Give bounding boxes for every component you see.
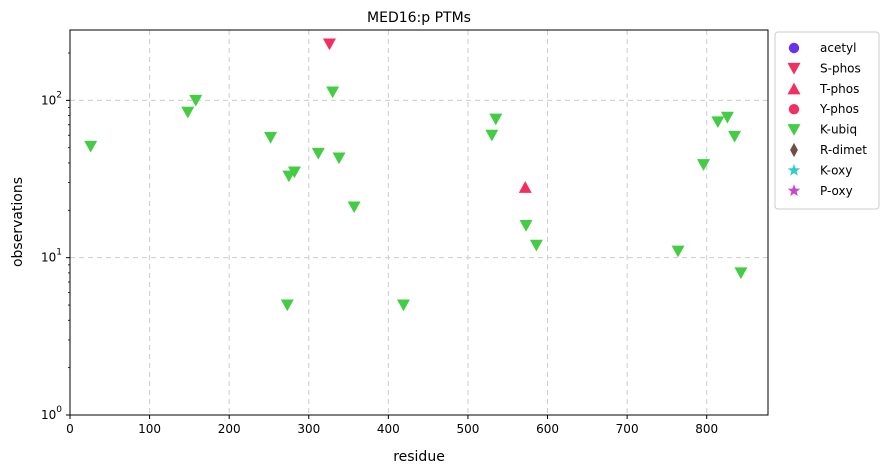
legend-marker-k-ubiq [787, 124, 801, 136]
x-tick-label: 0 [66, 422, 74, 436]
x-tick-label: 600 [536, 422, 559, 436]
legend-marker-p-oxy [787, 184, 801, 197]
y-axis-label: observations [10, 177, 26, 267]
x-axis-label: residue [393, 449, 445, 465]
chart-title: MED16:p PTMs [367, 10, 471, 26]
legend-marker-t-phos [787, 82, 801, 95]
legend-marker-r-dimet [790, 142, 798, 158]
legend-marker-k-oxy [787, 163, 801, 176]
data-point-k-ubiq [671, 245, 685, 258]
data-point-k-ubiq [181, 106, 195, 119]
y-tick-label: 102 [41, 90, 62, 107]
grid-lines [70, 30, 768, 415]
legend-label: K-oxy [820, 163, 852, 177]
legend: acetyl S-phos T-phos Y-phos K-ubiq R-dimet K-o… [774, 31, 880, 210]
legend-label: acetyl [820, 41, 856, 55]
x-axis-ticks: 0 100 200 300 400 500 600 700 800 [66, 415, 718, 436]
data-point-k-ubiq [326, 86, 340, 99]
legend-frame [774, 31, 880, 210]
legend-marker-s-phos [787, 62, 801, 75]
legend-label: R-dimet [820, 143, 867, 157]
legend-label: Y-phos [819, 102, 859, 116]
data-point-t-phos [518, 181, 532, 193]
data-point-k-ubiq [189, 94, 203, 107]
x-tick-label: 100 [138, 422, 161, 436]
data-point-k-ubiq [287, 166, 301, 179]
x-tick-label: 500 [456, 422, 479, 436]
data-point-k-ubiq [396, 299, 410, 312]
x-tick-label: 400 [377, 422, 400, 436]
data-point-k-ubiq [728, 130, 742, 143]
data-point-k-ubiq [519, 220, 533, 232]
x-tick-label: 300 [297, 422, 320, 436]
data-point-k-ubiq [264, 132, 278, 144]
data-point-k-ubiq [84, 140, 98, 153]
plot-frame [69, 29, 769, 416]
x-tick-label: 700 [616, 422, 639, 436]
legend-label: S-phos [820, 61, 861, 75]
data-point-k-ubiq [332, 152, 346, 165]
data-point-k-ubiq [697, 159, 711, 171]
data-point-s-phos [322, 38, 336, 51]
data-points [84, 38, 748, 312]
data-point-k-ubiq [711, 116, 725, 129]
data-point-k-ubiq [280, 299, 294, 312]
data-point-k-ubiq [489, 113, 503, 126]
legend-marker-acetyl [788, 42, 800, 54]
y-tick-label: 101 [41, 248, 62, 265]
x-tick-label: 200 [218, 422, 241, 436]
legend-label: T-phos [819, 82, 859, 96]
data-point-k-ubiq [734, 267, 748, 280]
legend-label: P-oxy [820, 184, 853, 198]
y-axis-ticks: 100 101 102 [41, 52, 70, 422]
y-tick-label: 100 [41, 405, 62, 422]
x-tick-label: 800 [695, 422, 718, 436]
data-point-k-ubiq [529, 239, 543, 252]
legend-label: K-ubiq [820, 123, 857, 137]
data-point-k-ubiq [720, 111, 734, 124]
data-point-k-ubiq [347, 201, 361, 214]
data-point-k-ubiq [311, 147, 325, 160]
legend-marker-y-phos [788, 104, 800, 115]
data-point-k-ubiq [485, 129, 499, 142]
